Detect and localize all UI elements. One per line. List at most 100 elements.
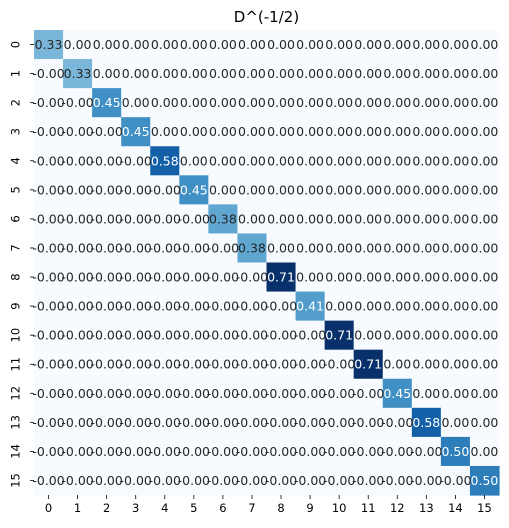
heatmap-cell-label-1-14: 0.00 — [441, 66, 469, 81]
heatmap-cell-label-13-1: -0.00 — [61, 415, 93, 430]
heatmap-cell-13-6 — [208, 407, 239, 438]
heatmap-cell-5-8 — [266, 175, 297, 205]
heatmap-cell-label-1-5: 0.00 — [180, 66, 208, 81]
heatmap-cell-10-1 — [63, 320, 93, 351]
heatmap-cell-6-1 — [63, 204, 93, 235]
y-tick-label-15: 15 — [9, 473, 23, 488]
heatmap-cell-label-13-3: -0.00 — [120, 415, 152, 430]
heatmap-cell-label-12-12: 0.45 — [383, 386, 411, 401]
heatmap-cell-label-4-9: 0.00 — [296, 153, 324, 168]
heatmap-cell-5-12 — [382, 175, 413, 205]
heatmap-cell-3-13 — [411, 117, 442, 147]
heatmap-cell-9-9 — [295, 291, 326, 322]
heatmap-cell-label-1-0: -0.00 — [32, 66, 64, 81]
heatmap-cell-13-8 — [266, 407, 297, 438]
heatmap-cell-label-6-6: 0.38 — [209, 211, 237, 226]
heatmap-cell-8-1 — [63, 262, 93, 293]
heatmap-cell-9-6 — [208, 291, 239, 322]
heatmap-cell-label-13-10: -0.00 — [323, 415, 355, 430]
heatmap-cell-13-4 — [150, 407, 180, 438]
heatmap-cell-0-7 — [237, 30, 268, 60]
x-tick-label-5: 5 — [190, 501, 197, 515]
heatmap-cell-label-14-14: 0.50 — [441, 444, 469, 459]
heatmap-cell-5-5 — [179, 175, 209, 205]
heatmap-cell-1-12 — [382, 59, 413, 89]
heatmap-cell-label-3-14: 0.00 — [441, 124, 469, 139]
heatmap-cell-5-6 — [208, 175, 239, 205]
heatmap-cell-label-13-9: -0.00 — [294, 415, 326, 430]
heatmap-cell-2-10 — [324, 88, 355, 118]
heatmap-cell-4-4 — [150, 146, 180, 176]
heatmap-cell-label-0-13: 0.00 — [412, 37, 440, 52]
heatmap-cell-13-2 — [92, 407, 122, 438]
x-tick-label-13: 13 — [419, 501, 434, 515]
heatmap-cell-7-6 — [208, 233, 239, 264]
heatmap-cell-label-3-9: 0.00 — [296, 124, 324, 139]
heatmap-cell-11-6 — [208, 349, 239, 380]
heatmap-cell-14-4 — [150, 436, 180, 467]
heatmap-cell-label-13-4: -0.00 — [149, 415, 181, 430]
heatmap-cell-label-10-5: -0.00 — [178, 328, 210, 343]
heatmap-cell-13-3 — [121, 407, 151, 438]
heatmap-cell-label-5-4: -0.00 — [149, 182, 181, 197]
heatmap-cell-2-4 — [150, 88, 180, 118]
heatmap-cell-3-15 — [469, 117, 500, 147]
heatmap-cell-label-7-11: 0.00 — [354, 240, 382, 255]
heatmap-cell-label-3-12: 0.00 — [383, 124, 411, 139]
heatmap-cell-4-13 — [411, 146, 442, 176]
heatmap-cell-15-3 — [121, 465, 151, 496]
heatmap-cell-label-5-8: 0.00 — [267, 182, 295, 197]
heatmap-cell-0-10 — [324, 30, 355, 60]
heatmap-cell-label-8-14: 0.00 — [441, 270, 469, 285]
heatmap-cell-label-9-7: -0.00 — [236, 299, 268, 314]
heatmap-cell-label-2-15: 0.00 — [471, 95, 499, 110]
heatmap-cell-8-15 — [469, 262, 500, 293]
heatmap-cell-2-5 — [179, 88, 209, 118]
heatmap-cell-label-2-1: -0.00 — [61, 95, 93, 110]
heatmap-cell-4-6 — [208, 146, 239, 176]
heatmap-cell-4-2 — [92, 146, 122, 176]
heatmap-cell-9-10 — [324, 291, 355, 322]
heatmap-cell-label-9-3: -0.00 — [120, 299, 152, 314]
heatmap-cell-0-1 — [63, 30, 93, 60]
heatmap-cell-label-3-0: -0.00 — [32, 124, 64, 139]
heatmap-cell-label-8-12: 0.00 — [383, 270, 411, 285]
heatmap-cell-label-15-5: -0.00 — [178, 473, 210, 488]
heatmap-cell-label-11-4: -0.00 — [149, 357, 181, 372]
heatmap-cell-label-12-8: -0.00 — [265, 386, 297, 401]
heatmap-cell-label-13-13: 0.58 — [412, 415, 440, 430]
heatmap-cell-1-3 — [121, 59, 151, 89]
heatmap-cell-0-14 — [440, 30, 471, 60]
heatmap-cell-6-2 — [92, 204, 122, 235]
heatmap-cell-7-13 — [411, 233, 442, 264]
heatmap-cell-label-9-11: 0.00 — [354, 299, 382, 314]
heatmap-cell-12-7 — [237, 378, 268, 409]
heatmap-cell-10-13 — [411, 320, 442, 351]
heatmap-cell-label-7-6: -0.00 — [207, 240, 239, 255]
heatmap-cell-14-1 — [63, 436, 93, 467]
heatmap-cell-15-10 — [324, 465, 355, 496]
heatmap-cell-1-0 — [34, 59, 64, 89]
heatmap-cell-label-15-0: -0.00 — [32, 473, 64, 488]
heatmap-cell-label-7-15: 0.00 — [471, 240, 499, 255]
heatmap-cell-2-7 — [237, 88, 268, 118]
heatmap-cell-label-8-9: 0.00 — [296, 270, 324, 285]
heatmap-cell-label-9-5: -0.00 — [178, 299, 210, 314]
heatmap-cell-6-6 — [208, 204, 239, 235]
heatmap-cell-12-4 — [150, 378, 180, 409]
heatmap-cell-label-4-12: 0.00 — [383, 153, 411, 168]
heatmap-cell-15-8 — [266, 465, 297, 496]
heatmap-cell-label-5-5: 0.45 — [180, 182, 208, 197]
heatmap-cell-label-11-12: 0.00 — [383, 357, 411, 372]
heatmap-cell-14-7 — [237, 436, 268, 467]
heatmap-cell-5-1 — [63, 175, 93, 205]
heatmap-cell-11-3 — [121, 349, 151, 380]
heatmap-cell-label-3-13: 0.00 — [412, 124, 440, 139]
heatmap-cell-0-9 — [295, 30, 326, 60]
heatmap-cell-label-8-4: -0.00 — [149, 270, 181, 285]
heatmap-cell-label-15-10: -0.00 — [323, 473, 355, 488]
heatmap-cell-label-12-2: -0.00 — [90, 386, 122, 401]
heatmap-cell-label-5-15: 0.00 — [471, 182, 499, 197]
heatmap-cell-6-8 — [266, 204, 297, 235]
